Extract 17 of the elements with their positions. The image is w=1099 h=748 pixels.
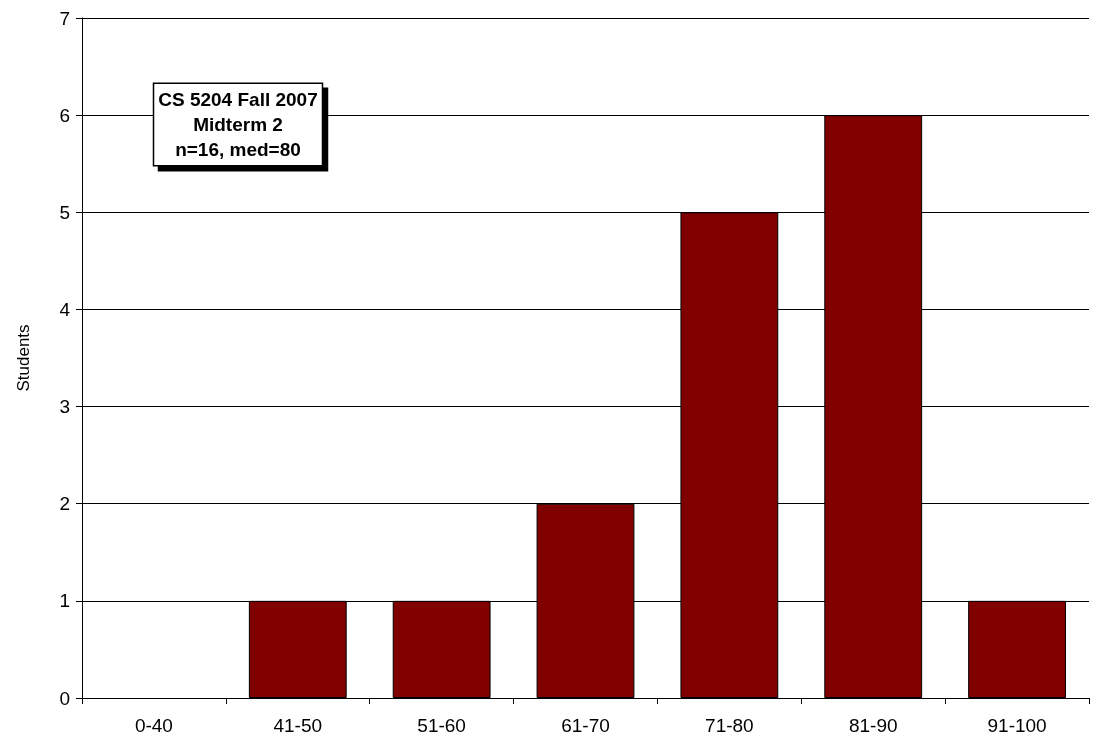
x-tick-label: 51-60 (417, 715, 466, 736)
y-tick-label: 1 (59, 590, 70, 612)
y-tick-label: 4 (59, 298, 71, 320)
y-axis-title: Students (14, 324, 33, 392)
x-tick-label: 81-90 (848, 715, 898, 736)
y-tick-label: 3 (59, 396, 70, 418)
x-tick-label: 71-80 (705, 715, 754, 736)
y-tick-label: 7 (59, 7, 70, 29)
x-tick-label: 61-70 (561, 715, 610, 736)
x-tick-label: 91-100 (987, 715, 1047, 736)
y-tick-label: 2 (59, 493, 70, 515)
x-tick-label: 41-50 (273, 715, 323, 736)
y-tick-label: 0 (59, 687, 70, 709)
y-tick-label: 6 (59, 104, 70, 126)
annotation: CS 5204 Fall 2007 Midterm 2 n=16, med=80 (158, 89, 318, 160)
y-tick-label: 5 (59, 201, 70, 223)
x-tick-label: 0-40 (134, 715, 173, 736)
